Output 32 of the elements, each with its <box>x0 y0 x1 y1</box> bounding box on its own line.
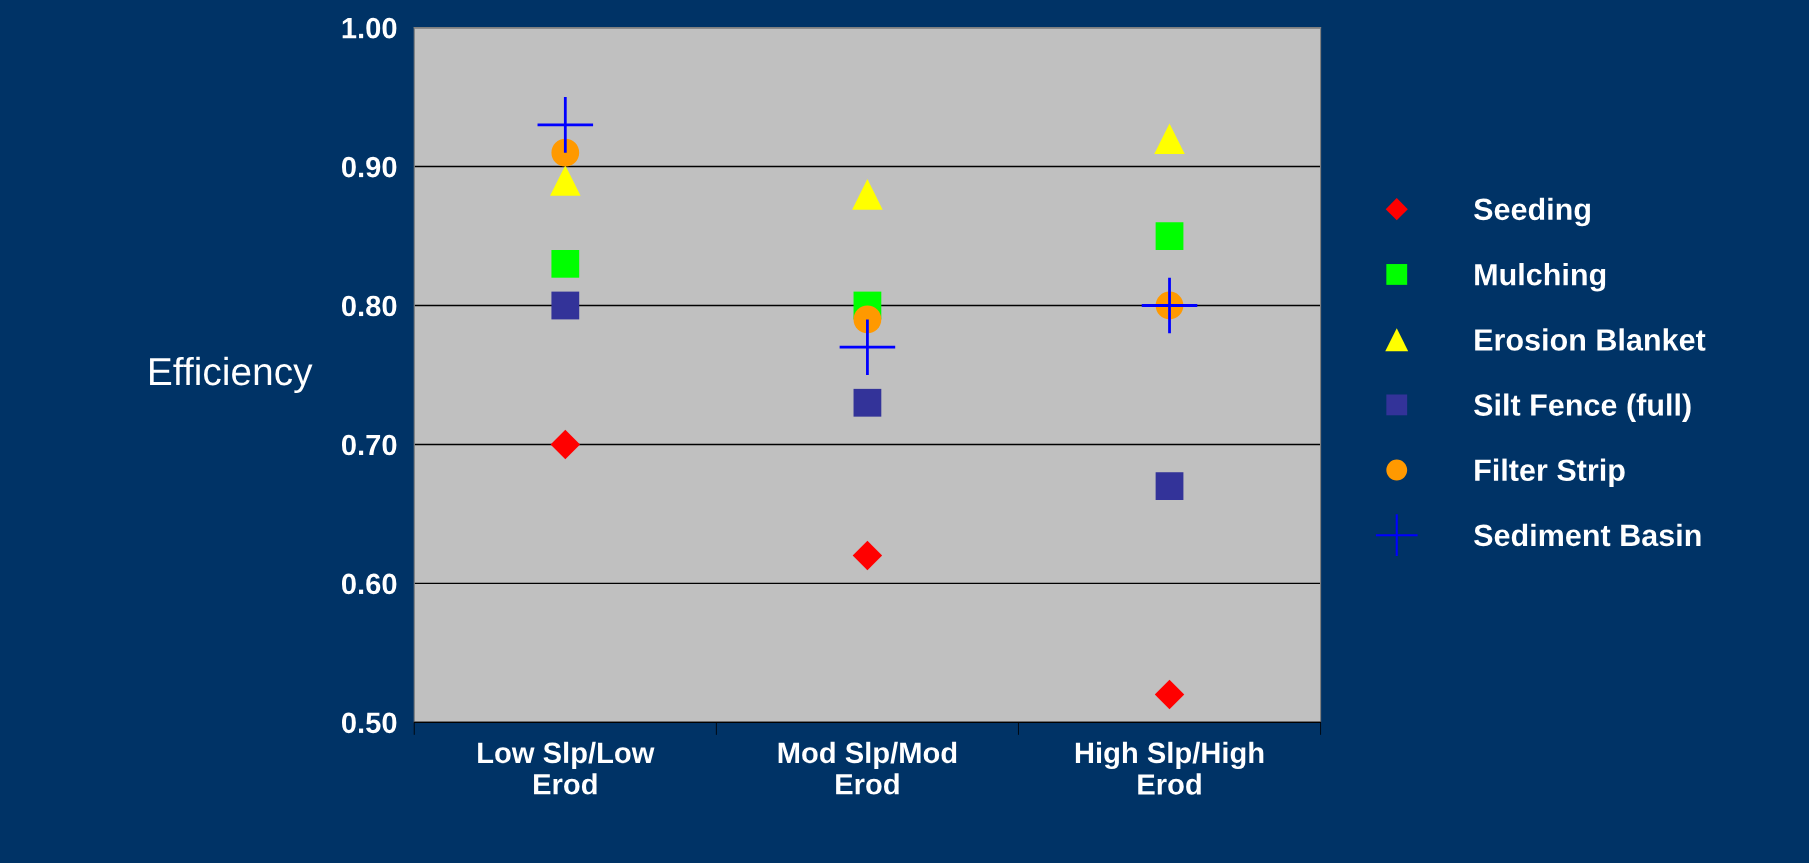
legend-label: Silt Fence (full) <box>1474 393 1691 422</box>
point <box>1154 123 1185 155</box>
point <box>551 249 580 278</box>
y-axis-title: Efficiency <box>150 356 313 394</box>
point <box>551 138 580 167</box>
point <box>537 97 594 153</box>
y-tick-label: 0.70 <box>341 434 397 456</box>
point <box>853 305 882 334</box>
y-tick-label: 0.80 <box>341 295 397 317</box>
x-tick-label: Mod Slp/Mod Erod <box>778 741 957 795</box>
point <box>1154 679 1185 710</box>
x-tick-label: Low Slp/Low Erod <box>478 741 655 795</box>
legend-label: Mulching <box>1475 263 1606 292</box>
point <box>852 540 883 571</box>
point <box>550 429 581 460</box>
point <box>1141 277 1198 334</box>
y-tick-label: 1.00 <box>342 17 397 39</box>
legend-label: Seeding <box>1474 197 1590 227</box>
point <box>852 179 883 210</box>
point <box>550 165 581 196</box>
y-tick-label: 0.60 <box>341 573 397 595</box>
point <box>551 291 580 320</box>
legend-label: Filter Strip <box>1475 458 1625 488</box>
y-tick-label: 0.50 <box>341 712 397 734</box>
legend-label: Sediment Basin <box>1474 523 1701 547</box>
x-tick-label: High Slp/High Erod <box>1075 741 1264 795</box>
y-tick-label: 0.90 <box>341 156 397 178</box>
point <box>1155 222 1184 250</box>
point <box>1155 472 1184 501</box>
point <box>853 388 882 417</box>
point <box>839 319 896 375</box>
legend-label: Erosion Blanket <box>1475 328 1706 351</box>
